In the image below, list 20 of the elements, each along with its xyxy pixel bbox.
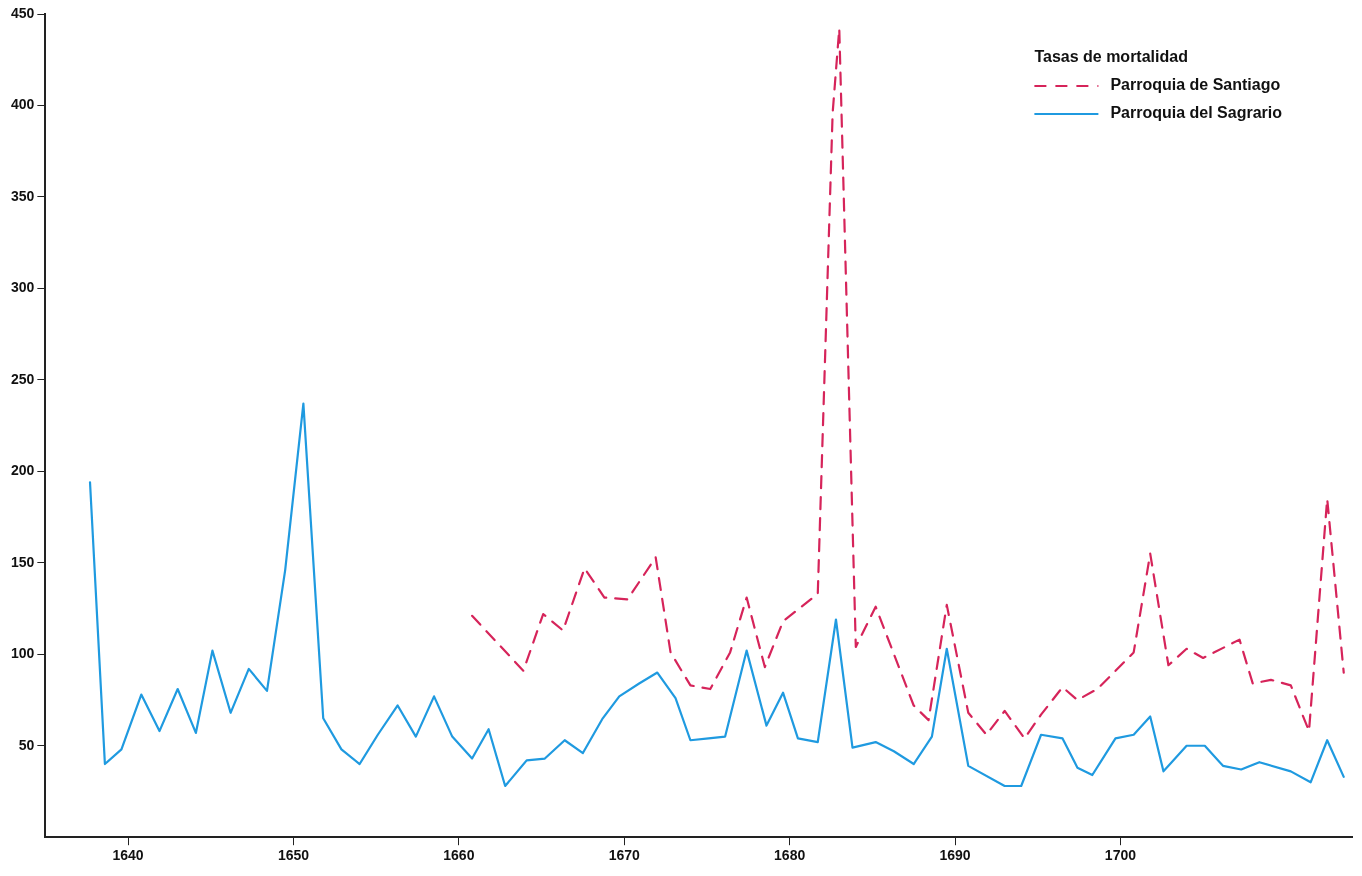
y-tick-label: 150 bbox=[11, 553, 35, 570]
x-tick-label: 1660 bbox=[443, 847, 475, 864]
legend-label: Parroquia del Sagrario bbox=[1110, 104, 1283, 122]
y-tick-label: 400 bbox=[11, 96, 35, 113]
line-series bbox=[470, 27, 1345, 740]
x-tick-label: 1690 bbox=[939, 847, 971, 864]
legend-title: Tasas de mortalidad bbox=[1034, 48, 1188, 66]
y-tick-label: 100 bbox=[11, 645, 35, 662]
y-tick-label: 300 bbox=[11, 279, 35, 296]
x-tick-label: 1670 bbox=[608, 847, 641, 864]
legend-label: Parroquia de Santiago bbox=[1110, 76, 1281, 94]
y-tick-label: 350 bbox=[11, 187, 35, 204]
y-tick-label: 250 bbox=[11, 370, 35, 387]
x-tick-label: 1650 bbox=[277, 847, 310, 864]
y-tick-label: 50 bbox=[18, 736, 35, 753]
x-tick-label: 1640 bbox=[112, 847, 144, 864]
y-tick-label: 200 bbox=[11, 462, 35, 479]
y-tick-label: 450 bbox=[11, 4, 35, 21]
x-tick-label: 1700 bbox=[1104, 847, 1137, 864]
x-tick-label: 1680 bbox=[774, 847, 806, 864]
